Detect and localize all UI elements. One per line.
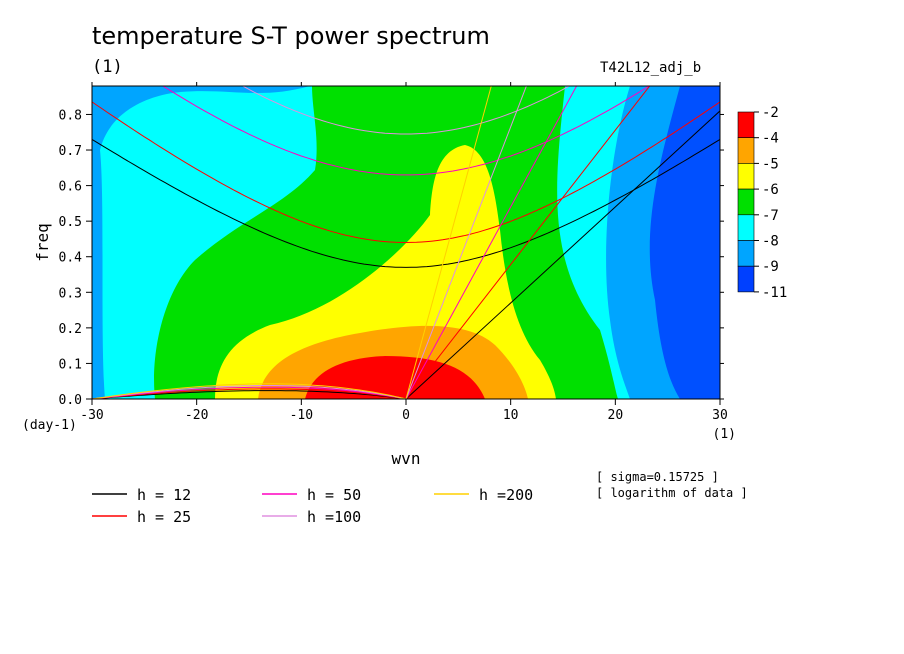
run-name: T42L12_adj_b: [600, 60, 702, 76]
y-unit-label: (day-1): [22, 418, 77, 433]
y-tick-label: 0.2: [59, 322, 82, 337]
colorbar-swatch: [737, 240, 755, 267]
dispersion-curve-h25-rossby: [92, 388, 407, 399]
x-axis-label: wvn: [392, 449, 421, 468]
x-tick-label: 30: [712, 408, 728, 423]
x-tick-label: 20: [608, 408, 624, 423]
note-0: [ sigma=0.15725 ]: [596, 470, 719, 484]
dispersion-curve-h25-kelvin: [405, 86, 651, 399]
dispersion-curve-h50-gravity: [161, 86, 651, 176]
y-tick-label: 0.7: [59, 144, 82, 159]
dispersion-curve-group: [92, 0, 720, 399]
legend-label-h100: h =100: [307, 508, 361, 526]
dispersion-curve-h50-kelvin: [405, 86, 578, 399]
y-tick-label: 0.8: [59, 108, 82, 123]
band-very-low-right: [649, 86, 720, 399]
colorbar-swatch: [737, 188, 755, 216]
x-tick-label: 0: [402, 408, 410, 423]
dispersion-curve-h50-rossby: [92, 386, 407, 399]
y-tick-label: 0.1: [59, 357, 82, 372]
y-tick-label: 0.5: [59, 215, 82, 230]
chart-title: temperature S-T power spectrum: [92, 22, 490, 50]
dispersion-curve-h25-gravity: [92, 101, 720, 244]
colorbar-swatch: [737, 214, 755, 241]
y-tick-label: 0.3: [59, 286, 82, 301]
colorbar-swatch: [737, 163, 755, 190]
colorbar-swatch: [737, 137, 755, 164]
dispersion-curve-h12-rossby: [92, 390, 407, 399]
x-unit-label: (1): [713, 427, 736, 442]
colorbar-label: -6: [762, 182, 779, 198]
dispersion-curve-h12-kelvin: [405, 110, 720, 399]
colorbar-label: -11: [762, 285, 787, 301]
chart-subtitle: (1): [92, 57, 123, 77]
colorbar-label: -8: [762, 234, 779, 250]
y-tick-label: 0.6: [59, 180, 82, 195]
colorbar-label: -2: [762, 105, 779, 121]
x-tick-label: 10: [503, 408, 519, 423]
colorbar-swatch: [737, 111, 755, 139]
legend-label-h12: h = 12: [137, 486, 191, 504]
contour-fill-group: [92, 86, 720, 399]
dispersion-curve-h200-rossby: [92, 383, 407, 399]
dispersion-curve-h200-gravity: [92, 0, 720, 79]
legend-label-h50: h = 50: [307, 486, 361, 504]
x-tick-label: -10: [290, 408, 313, 423]
dispersion-curve-h12-gravity: [92, 138, 720, 268]
colorbar-label: -7: [762, 208, 779, 224]
dispersion-curve-h100-rossby: [92, 385, 407, 399]
x-tick-label: -20: [185, 408, 208, 423]
colorbar-label: -9: [762, 259, 779, 275]
dispersion-curve-h200-kelvin: [405, 86, 492, 399]
x-tick-label: -30: [80, 408, 103, 423]
colorbar-label: -4: [762, 131, 779, 147]
y-axis-label: freq: [33, 223, 52, 262]
dispersion-curve-h100-gravity: [241, 86, 571, 135]
note-1: [ logarithm of data ]: [596, 486, 748, 500]
legend-label-h25: h = 25: [137, 508, 191, 526]
y-tick-label: 0.4: [59, 251, 83, 266]
y-tick-label: 0.0: [59, 393, 82, 408]
legend-label-h200: h =200: [479, 486, 533, 504]
dispersion-curve-h100-kelvin: [405, 86, 527, 399]
colorbar-label: -5: [762, 156, 779, 172]
colorbar-swatch: [737, 265, 755, 293]
